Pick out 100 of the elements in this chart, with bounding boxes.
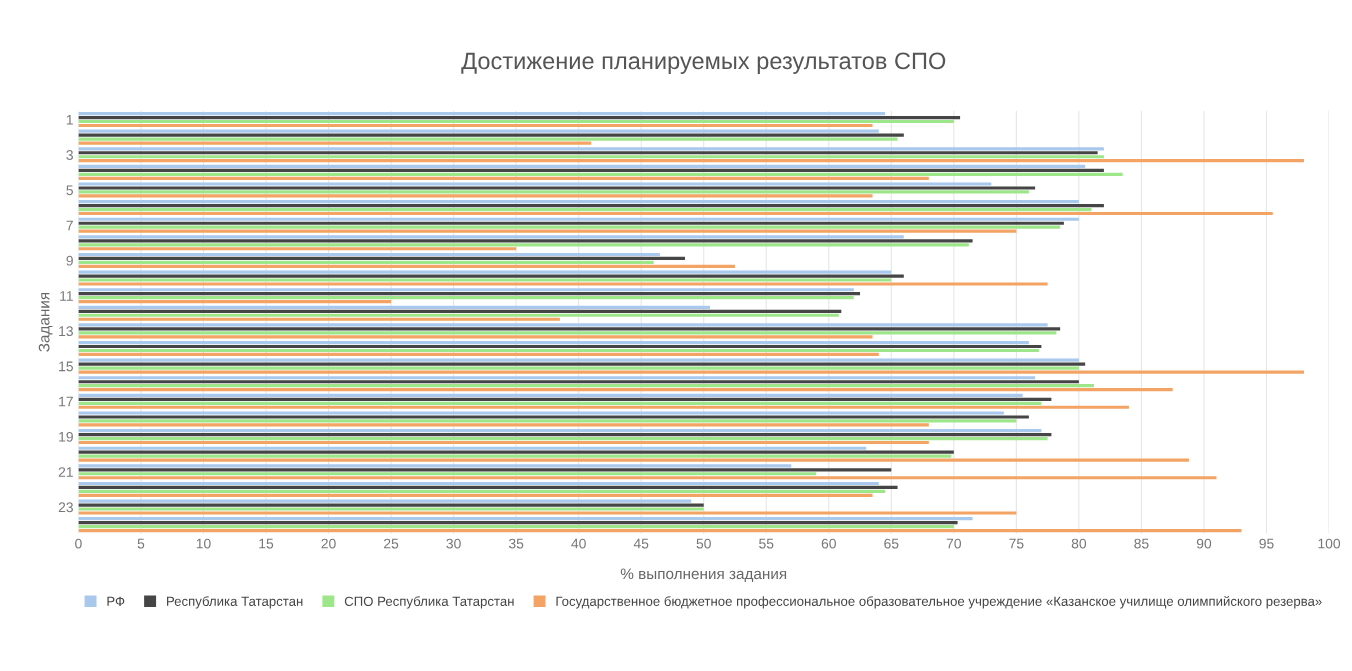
bar [78, 147, 1104, 151]
x-tick-label: 100 [1318, 538, 1341, 549]
bar [78, 411, 1004, 415]
x-tick-label: 45 [633, 538, 649, 549]
bar [78, 305, 710, 309]
bar [78, 137, 898, 141]
bar [78, 309, 842, 313]
x-tick-label: 15 [259, 538, 274, 549]
y-tick-label: 23 [58, 502, 73, 513]
bar [78, 384, 1094, 388]
bar [78, 225, 1061, 229]
bar [78, 274, 904, 278]
bar [78, 380, 1079, 384]
bar [78, 472, 817, 476]
legend-label: Государственное бюджетное профессиональное образовательное учреждение «Казанское училище олимпийского резерва» [556, 596, 1322, 609]
bar [78, 119, 954, 124]
bar [78, 370, 1304, 374]
bar [78, 260, 654, 264]
bar [78, 499, 692, 503]
bar [78, 458, 1189, 462]
bar [78, 252, 660, 257]
bar [78, 401, 1042, 405]
bar [78, 344, 1042, 349]
bar [78, 521, 958, 525]
bar [78, 376, 1036, 380]
bar [78, 340, 1029, 345]
bar [78, 405, 1129, 409]
x-tick-label: 75 [1009, 538, 1024, 549]
bar [78, 393, 1023, 397]
x-axis-title: % выполнения задания [620, 568, 787, 583]
bar [78, 485, 898, 490]
bar [78, 247, 517, 251]
bar [78, 348, 1039, 353]
bar [78, 200, 1079, 204]
bar [78, 446, 867, 450]
bar [78, 141, 592, 145]
x-tick-label: 10 [196, 538, 211, 549]
bar [78, 176, 929, 180]
bar [78, 397, 1052, 401]
y-axis-title: Задания [38, 292, 53, 352]
bar [78, 476, 1217, 480]
bar [78, 511, 1017, 515]
bar [78, 317, 560, 321]
bar [78, 335, 873, 339]
bar [78, 433, 1052, 437]
bar [78, 115, 961, 120]
bar [78, 440, 929, 445]
x-tick-label: 35 [508, 538, 524, 549]
y-tick-label: 7 [66, 220, 73, 231]
x-tick-label: 20 [321, 538, 336, 549]
bar [78, 288, 854, 292]
bar [78, 278, 892, 282]
bar [78, 151, 1098, 155]
x-tick-label: 95 [1259, 538, 1274, 549]
bar [78, 423, 929, 427]
x-tick-label: 5 [137, 538, 145, 549]
x-tick-label: 0 [75, 538, 82, 549]
bar [78, 221, 1064, 225]
x-tick-label: 60 [821, 538, 836, 549]
bar [78, 468, 892, 472]
bar [78, 168, 1104, 172]
bar [78, 493, 873, 497]
legend-label: СПО Республика Татарстан [344, 596, 514, 609]
bar [78, 264, 735, 268]
bar [78, 464, 792, 468]
x-tick-label: 25 [384, 538, 399, 549]
bar [78, 300, 392, 304]
bar [78, 129, 879, 133]
bar [78, 352, 879, 357]
bar [78, 186, 1036, 190]
bar [78, 133, 904, 137]
bar [78, 159, 1304, 163]
bar [78, 503, 704, 507]
bar [78, 489, 886, 493]
bar [78, 450, 954, 454]
bar [78, 388, 1173, 392]
bar [78, 211, 1273, 216]
bar [78, 296, 854, 300]
bar [78, 331, 1057, 335]
x-tick-label: 55 [759, 538, 774, 549]
bar [78, 235, 904, 239]
bar [78, 419, 1017, 423]
x-tick-label: 65 [884, 538, 899, 549]
x-tick-label: 85 [1134, 538, 1149, 549]
bar [78, 358, 1079, 362]
x-tick-label: 80 [1071, 538, 1087, 549]
bar [78, 194, 873, 198]
bar [78, 323, 1048, 327]
bar [78, 155, 1104, 159]
y-tick-label: 1 [66, 115, 73, 125]
y-tick-label: 17 [59, 396, 73, 407]
bar [78, 507, 704, 511]
y-tick-label: 5 [66, 185, 73, 196]
x-tick-label: 40 [571, 538, 586, 549]
bar [78, 164, 1086, 168]
bar [78, 123, 873, 128]
bar [78, 436, 1048, 441]
bar [78, 217, 1079, 221]
bar [78, 429, 1042, 433]
bar [78, 270, 892, 274]
